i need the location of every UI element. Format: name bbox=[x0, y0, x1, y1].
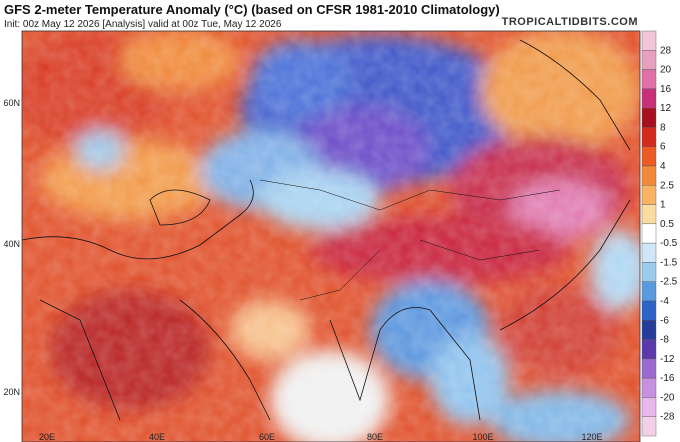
colorbar-cell bbox=[641, 300, 657, 321]
colorbar-cell bbox=[641, 204, 657, 225]
colorbar-label: -16 bbox=[660, 373, 675, 384]
colorbar-label: -1.5 bbox=[660, 257, 678, 268]
colorbar-label: -28 bbox=[660, 412, 675, 423]
colorbar-cell bbox=[641, 262, 657, 282]
colorbar-cell bbox=[641, 397, 657, 417]
colorbar: 28 20 16 12 8 6 4 2.5 1 0.5 -0.5 -1.5 -2.5 -4 -6 -8 -12 -… bbox=[641, 30, 678, 437]
lon-label: 100E bbox=[472, 432, 493, 442]
colorbar-cell bbox=[641, 377, 657, 398]
colorbar-label: -4 bbox=[660, 296, 669, 307]
colorbar-cell bbox=[641, 127, 657, 147]
colorbar-cell bbox=[641, 30, 657, 51]
lat-label: 60N bbox=[3, 98, 20, 108]
colorbar-cell bbox=[641, 50, 657, 70]
subtitle: Init: 00z May 12 2026 [Analysis] valid a… bbox=[4, 19, 282, 30]
colorbar-label: -0.5 bbox=[660, 238, 678, 249]
colorbar-label: 16 bbox=[660, 84, 672, 95]
colorbar-label: 12 bbox=[660, 103, 672, 114]
title: GFS 2-meter Temperature Anomaly (°C) (ba… bbox=[4, 2, 500, 17]
colorbar-label: -6 bbox=[660, 315, 669, 326]
colorbar-cell bbox=[641, 185, 657, 205]
lon-label: 60E bbox=[259, 432, 275, 442]
lon-label: 20E bbox=[39, 432, 55, 442]
colorbar-cell bbox=[641, 223, 657, 244]
lon-label: 40E bbox=[149, 432, 165, 442]
lat-labels: 60N 40N 20N bbox=[3, 98, 20, 397]
colorbar-cell bbox=[641, 320, 657, 340]
colorbar-cell bbox=[641, 339, 657, 360]
lon-label: 80E bbox=[367, 432, 383, 442]
colorbar-cell bbox=[641, 88, 657, 109]
colorbar-label: 1 bbox=[660, 200, 666, 211]
colorbar-cell bbox=[641, 242, 657, 263]
colorbar-label: -2.5 bbox=[660, 277, 678, 288]
colorbar-cell bbox=[641, 146, 657, 167]
colorbar-cell bbox=[641, 281, 657, 302]
lat-label: 20N bbox=[3, 387, 20, 397]
colorbar-cell bbox=[641, 416, 657, 437]
colorbar-cell bbox=[641, 69, 657, 90]
colorbar-label: 28 bbox=[660, 45, 672, 56]
lon-label: 120E bbox=[581, 432, 602, 442]
colorbar-cell bbox=[641, 165, 657, 186]
colorbar-label: 6 bbox=[660, 142, 666, 153]
coastlines bbox=[22, 39, 631, 421]
colorbar-label: 4 bbox=[660, 161, 666, 172]
colorbar-label: -20 bbox=[660, 392, 675, 403]
anomaly-field bbox=[22, 31, 640, 442]
colorbar-label: 20 bbox=[660, 65, 672, 76]
lon-labels: 20E 40E 60E 80E 100E 120E bbox=[39, 432, 603, 442]
colorbar-label: -8 bbox=[660, 335, 669, 346]
colorbar-label: 0.5 bbox=[660, 219, 674, 230]
lat-label: 40N bbox=[3, 239, 20, 249]
colorbar-cell bbox=[641, 358, 657, 379]
colorbar-label: 2.5 bbox=[660, 180, 674, 191]
brand: TROPICALTIDBITS.COM bbox=[501, 16, 638, 28]
map-frame bbox=[21, 30, 641, 442]
colorbar-label: 8 bbox=[660, 122, 666, 133]
colorbar-cell bbox=[641, 107, 657, 128]
colorbar-label: -12 bbox=[660, 354, 675, 365]
